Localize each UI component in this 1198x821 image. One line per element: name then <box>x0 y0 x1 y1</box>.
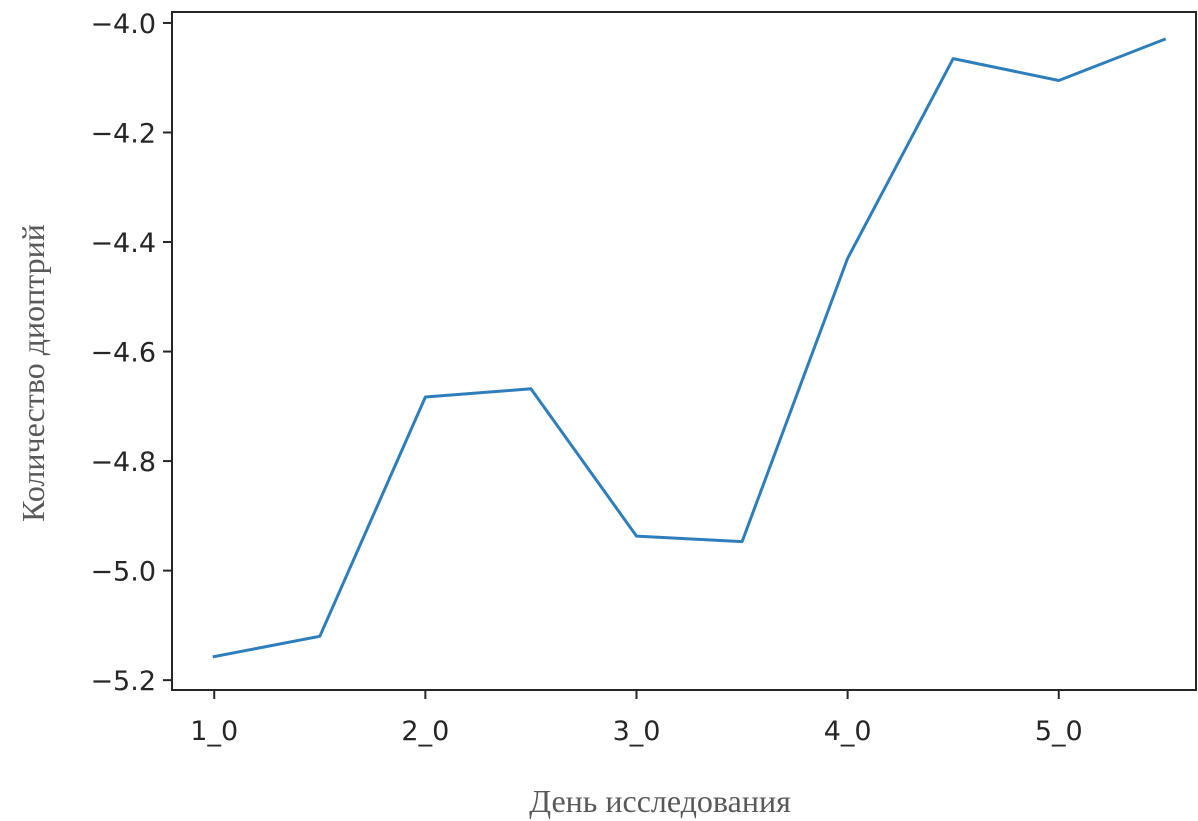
y-tick-label: −5.2 <box>90 666 156 697</box>
series-line-0 <box>212 37 1167 659</box>
y-axis-title: Количество диоптрий <box>15 224 51 522</box>
x-tick-label: 3_0 <box>613 716 661 747</box>
x-tick-label: 5_0 <box>1035 716 1083 747</box>
x-tick-label: 2_0 <box>401 716 449 747</box>
y-tick-label: −5.0 <box>90 557 156 588</box>
x-axis-title: День исследования <box>529 783 791 819</box>
y-axis-ticks: −4.0 −4.2 −4.4 −4.6 −4.8 −5.0 −5.2 <box>90 9 172 697</box>
y-tick-label: −4.4 <box>90 228 156 259</box>
series-layer <box>212 37 1167 659</box>
plot-border <box>171 11 1197 691</box>
x-tick-label: 1_0 <box>190 716 238 747</box>
y-tick-label: −4.6 <box>90 338 156 369</box>
y-tick-label: −4.2 <box>90 118 156 149</box>
plot-frame <box>171 11 1197 691</box>
x-axis-ticks: 1_0 2_0 3_0 4_0 5_0 <box>190 690 1083 747</box>
y-tick-label: −4.8 <box>90 447 156 478</box>
x-tick-label: 4_0 <box>824 716 872 747</box>
y-tick-label: −4.0 <box>90 9 156 40</box>
